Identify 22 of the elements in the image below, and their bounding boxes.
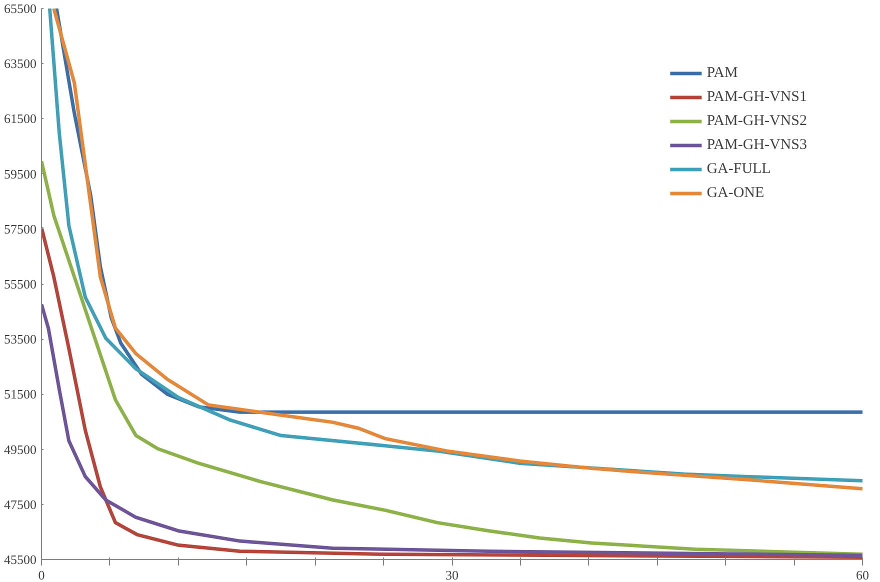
x-tick-label: 30	[446, 568, 458, 582]
y-tick-label: 47500	[4, 496, 36, 512]
line-series	[42, 159, 862, 556]
y-tick-label: 61500	[4, 111, 36, 126]
legend-label: GA-ONE	[706, 184, 764, 202]
legend-label: GA-FULL	[706, 160, 771, 178]
y-tick-label: 55500	[4, 276, 36, 292]
y-tick-label: 53500	[4, 332, 36, 347]
y-tick-label: 45500	[4, 552, 36, 567]
legend-label: PAM-GH-VNS2	[706, 112, 807, 130]
y-tick-label: 49500	[4, 442, 36, 457]
legend-label: PAM-GH-VNS3	[706, 136, 807, 154]
legend-label: PAM	[706, 64, 738, 82]
y-tick-label: 57500	[4, 221, 36, 236]
x-tick-label: 60	[856, 568, 869, 582]
x-tick-label: 0	[38, 568, 45, 582]
legend-label: PAM-GH-VNS1	[706, 88, 807, 106]
y-tick-label: 65500	[4, 1, 36, 16]
y-tick-label: 59500	[4, 166, 36, 182]
line-series	[42, 302, 862, 558]
y-tick-label: 63500	[4, 56, 36, 72]
y-tick-label: 51500	[4, 386, 36, 402]
